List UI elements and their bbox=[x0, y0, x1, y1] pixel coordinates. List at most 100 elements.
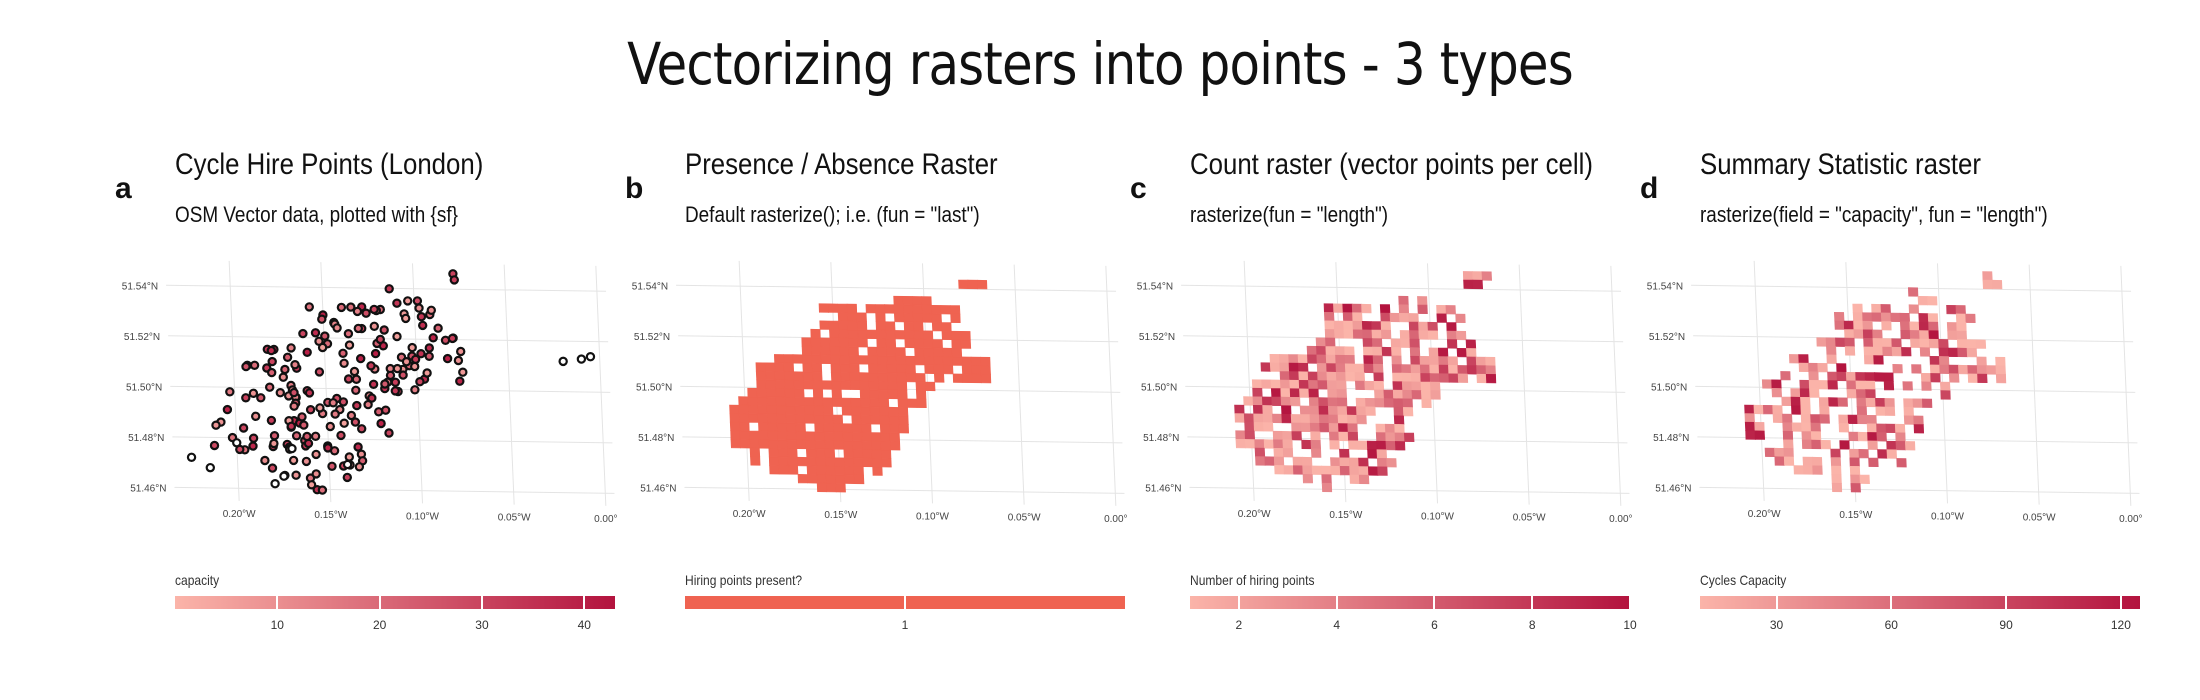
raster-cell bbox=[739, 439, 751, 449]
raster-cell bbox=[971, 365, 982, 375]
hire-point bbox=[342, 459, 353, 470]
raster-cell bbox=[783, 354, 794, 364]
raster-cell bbox=[1367, 449, 1378, 459]
raster-cell bbox=[1828, 397, 1839, 407]
raster-cell bbox=[1826, 354, 1837, 364]
raster-cell bbox=[1349, 466, 1360, 476]
hire-point bbox=[282, 352, 293, 363]
raster-cell bbox=[757, 405, 768, 415]
raster-cell bbox=[1919, 330, 1930, 340]
raster-cell bbox=[889, 423, 900, 434]
raster-cell bbox=[931, 322, 943, 332]
raster-cell bbox=[886, 347, 897, 357]
hire-point bbox=[301, 456, 312, 467]
gridline-x bbox=[1013, 264, 1025, 505]
raster-cell bbox=[844, 466, 855, 476]
hire-point bbox=[311, 469, 321, 479]
raster-cell bbox=[826, 482, 837, 493]
raster-cell bbox=[1273, 447, 1284, 458]
raster-cell bbox=[778, 456, 789, 467]
raster-cell bbox=[1855, 380, 1867, 390]
raster-cell bbox=[829, 337, 840, 348]
raster-cell bbox=[738, 396, 749, 406]
raster-cell bbox=[842, 423, 853, 433]
raster-cell bbox=[1956, 330, 1968, 341]
raster-cell bbox=[1393, 398, 1404, 408]
raster-cell bbox=[877, 372, 889, 382]
raster-cell bbox=[1761, 379, 1773, 389]
raster-cell bbox=[876, 346, 888, 357]
raster-cell bbox=[739, 421, 750, 432]
raster-cell bbox=[1327, 405, 1339, 416]
raster-cell bbox=[1301, 456, 1313, 467]
raster-cell bbox=[776, 405, 787, 415]
raster-cell bbox=[856, 312, 867, 322]
raster-cell bbox=[1820, 439, 1832, 450]
raster-cell bbox=[1811, 456, 1823, 467]
raster-cell bbox=[1918, 313, 1929, 323]
raster-cell bbox=[904, 330, 915, 340]
raster-cell bbox=[922, 330, 934, 340]
raster-cell bbox=[895, 347, 906, 357]
legend-tick-label: 90 bbox=[1999, 618, 2013, 632]
raster-cell bbox=[1886, 440, 1897, 451]
raster-cell bbox=[849, 372, 861, 382]
raster-cell bbox=[941, 330, 953, 341]
raster-cell bbox=[976, 279, 988, 290]
raster-cell bbox=[1324, 320, 1335, 330]
raster-cell bbox=[851, 423, 863, 433]
raster-cell bbox=[756, 387, 768, 398]
raster-cells bbox=[1234, 271, 1497, 493]
raster-cell bbox=[1927, 296, 1938, 306]
raster-cell bbox=[1410, 355, 1421, 366]
raster-cell bbox=[897, 407, 909, 417]
raster-cell bbox=[1771, 379, 1782, 389]
raster-cell bbox=[1389, 312, 1401, 323]
hire-point bbox=[342, 472, 352, 483]
raster-cell bbox=[967, 279, 979, 290]
raster-cell bbox=[1940, 390, 1951, 400]
raster-cell bbox=[784, 379, 795, 390]
legend-tick bbox=[480, 596, 483, 609]
raster-cell bbox=[860, 415, 872, 425]
raster-cell bbox=[1465, 339, 1477, 349]
raster-cell bbox=[1417, 304, 1428, 315]
raster-cell bbox=[848, 355, 860, 365]
raster-cell bbox=[1419, 364, 1431, 374]
raster-cell bbox=[853, 474, 865, 485]
raster-cell bbox=[1457, 373, 1469, 383]
raster-cell bbox=[1409, 347, 1421, 357]
raster-cell bbox=[1363, 355, 1374, 365]
raster-cell bbox=[1475, 356, 1487, 367]
raster-cell bbox=[1354, 380, 1366, 391]
raster-cell bbox=[875, 329, 887, 340]
raster-cell bbox=[1363, 363, 1375, 374]
raster-cell bbox=[1385, 432, 1396, 442]
hire-point bbox=[380, 379, 390, 389]
raster-cell bbox=[1356, 406, 1367, 416]
raster-cell bbox=[1292, 465, 1304, 475]
raster-cell bbox=[886, 355, 897, 365]
raster-cell bbox=[1372, 346, 1383, 357]
raster-cell bbox=[1310, 431, 1321, 441]
raster-cell bbox=[797, 473, 809, 484]
y-tick-label: 51.54°N bbox=[1137, 281, 1173, 292]
raster-cell bbox=[842, 431, 854, 442]
raster-cell bbox=[960, 339, 972, 349]
raster-cell bbox=[848, 346, 859, 356]
raster-cell bbox=[849, 363, 860, 373]
raster-cell bbox=[1391, 347, 1402, 357]
raster-cell bbox=[1865, 397, 1877, 408]
raster-cell bbox=[1856, 397, 1867, 408]
raster-cell bbox=[1279, 371, 1291, 381]
raster-cell bbox=[921, 296, 932, 306]
x-tick-label: 0.10°W bbox=[1421, 511, 1454, 522]
raster-cell bbox=[913, 321, 924, 332]
hire-point bbox=[260, 455, 270, 466]
y-tick-label: 51.46°N bbox=[1145, 483, 1181, 494]
raster-cell bbox=[819, 320, 830, 330]
raster-cell bbox=[867, 355, 879, 365]
raster-cell bbox=[924, 364, 935, 375]
raster-cell bbox=[862, 449, 873, 459]
legend-tick-label: 8 bbox=[1528, 618, 1536, 632]
